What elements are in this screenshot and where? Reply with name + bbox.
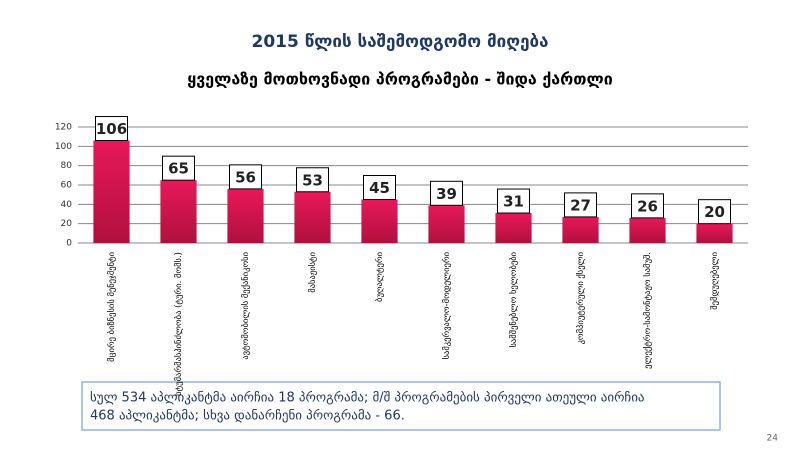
x-tick-label: მასაჟისტი	[307, 252, 318, 293]
value-label: 56	[235, 168, 256, 186]
bar	[93, 140, 130, 243]
value-label-box	[430, 180, 463, 206]
value-label-box	[162, 155, 195, 181]
bar	[629, 217, 666, 243]
value-label-box	[698, 199, 731, 225]
bar	[227, 188, 264, 243]
value-label: 106	[96, 120, 127, 138]
chart-subtitle: ყველაზე მოთხოვნადი პროგრამები - შიდა ქარ…	[187, 70, 613, 89]
y-tick-label: 0	[66, 239, 72, 249]
bar	[495, 213, 532, 243]
value-label-box	[95, 116, 128, 142]
x-tick-label: კომპიუტერული ქსელი	[575, 252, 586, 344]
x-tick-label: ელექტრო-სამონტაჟო სამუშ.	[642, 252, 653, 369]
y-tick-label: 40	[61, 200, 73, 210]
x-tick-label: მცირე ბიზნესის მენეჯმენტი	[106, 252, 117, 362]
y-tick-label: 60	[61, 181, 73, 191]
chart-title: 2015 წლის საშემოდგომო მიღება	[251, 32, 548, 52]
y-tick-label: 100	[55, 142, 72, 152]
value-label-box	[363, 175, 396, 200]
x-tick-label: შემდუღებელი	[709, 252, 720, 310]
x-tick-label: სამკერვალო-მოდელიერი	[441, 252, 452, 359]
value-label: 20	[704, 203, 725, 221]
x-tick-label: ავტომობილის მექანიკოსი	[240, 252, 251, 360]
value-label: 26	[637, 197, 658, 215]
note-line-2: 468 აპლიკანტმა; სხვა დანარჩენი პროგრამა …	[90, 409, 405, 424]
value-label: 45	[369, 179, 390, 197]
value-label: 27	[570, 196, 591, 214]
bar	[696, 223, 733, 243]
value-label-box	[564, 192, 597, 218]
x-tick-label: სტუმარმასპინძლობა (ტური. მომს.)	[173, 252, 184, 396]
x-tick-label: ბუღალტერი	[374, 252, 385, 302]
bar	[361, 199, 398, 243]
y-tick-label: 80	[61, 161, 73, 171]
y-tick-label: 20	[61, 219, 73, 229]
x-tick-label: სამშენებლო ხელობები	[508, 252, 519, 348]
value-label: 65	[168, 160, 189, 178]
value-label: 39	[436, 185, 457, 203]
bar	[160, 180, 197, 243]
bar	[562, 216, 599, 243]
value-label: 53	[302, 171, 323, 189]
note-line-1: სულ 534 აპლიკანტმა აირჩია 18 პროგრამა; მ…	[90, 391, 645, 406]
value-label-box	[296, 167, 329, 193]
value-label: 31	[503, 193, 524, 211]
note-box	[81, 381, 721, 431]
value-label-box	[229, 164, 262, 190]
value-label-box	[497, 188, 530, 214]
y-tick-label: 120	[55, 123, 72, 133]
page-number: 24	[767, 434, 779, 444]
value-label-box	[631, 193, 664, 219]
bar	[294, 191, 331, 243]
bar	[428, 205, 465, 243]
